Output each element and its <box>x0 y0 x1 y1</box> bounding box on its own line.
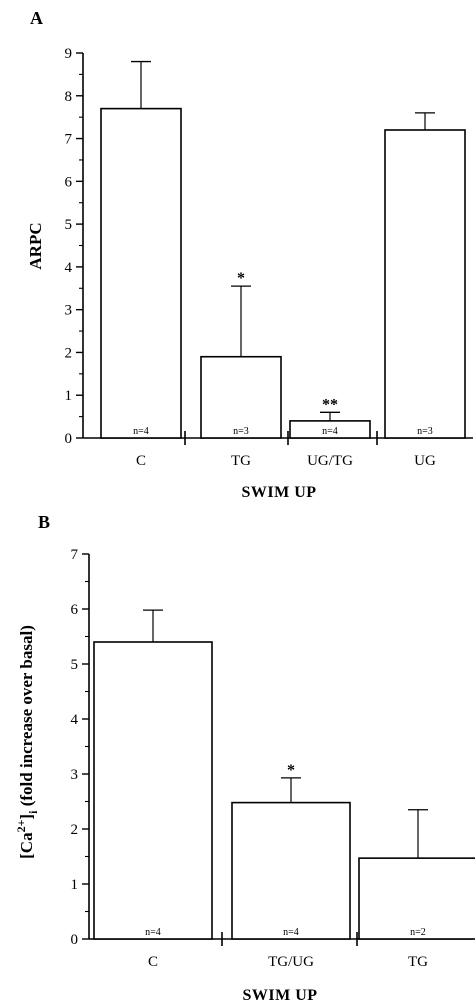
panel-a-bar <box>384 129 466 439</box>
panel-a-category-label: UG <box>414 453 436 469</box>
panel-a-significance-label: * <box>237 270 245 287</box>
panel-a-y-tick-label: 8 <box>65 89 73 105</box>
panel-b-y-tick-label: 3 <box>71 767 79 783</box>
panel-a: A ARPC SWIM UP 0 1 2 3 4 5 6 7 8 9 n=4 C * n=3 TG ** n=4… <box>26 8 473 501</box>
panel-a-y-tick-label: 0 <box>65 431 73 447</box>
panel-b-n-label: n=4 <box>283 927 299 938</box>
panel-a-y-tick-label: 9 <box>65 46 73 62</box>
panel-b-y-tick-label: 2 <box>71 822 79 838</box>
panel-b-y-axis-title: [Ca2+]i (fold increase over basal) <box>14 625 40 859</box>
panel-b-category-label: C <box>148 954 158 970</box>
panel-b-x-axis-title: SWIM UP <box>242 987 317 1004</box>
panel-a-y-tick-label: 2 <box>65 345 73 361</box>
panel-a-y-tick-label: 4 <box>65 260 73 276</box>
panel-a-category-label: C <box>136 453 146 469</box>
panel-b-y-tick-label: 4 <box>71 712 79 728</box>
panel-a-y-tick-label: 5 <box>65 217 73 233</box>
panel-b-y-title-sub: i <box>26 810 40 814</box>
panel-b-bar <box>93 641 213 940</box>
panel-b-category-label: TG/UG <box>268 954 314 970</box>
panel-a-category-label: TG <box>231 453 251 469</box>
panel-a-n-label: n=3 <box>233 426 249 437</box>
panel-b: B [Ca2+]i (fold increase over basal) SWI… <box>14 512 475 1004</box>
panel-a-n-label: n=4 <box>322 426 338 437</box>
panel-b-y-tick-label: 5 <box>71 657 79 673</box>
panel-b-y-tick-label: 0 <box>71 932 79 948</box>
panel-a-n-label: n=4 <box>133 426 149 437</box>
panel-b-category-label: TG <box>408 954 428 970</box>
panel-a-y-tick-label: 6 <box>65 174 73 190</box>
panel-a-y-axis-title: ARPC <box>26 222 45 269</box>
panel-a-bar <box>200 355 282 439</box>
panel-a-y-tick-label: 3 <box>65 303 73 319</box>
panel-a-y-tick-label: 7 <box>65 132 73 148</box>
panel-b-y-tick-label: 1 <box>71 877 79 893</box>
panel-a-significance-label: ** <box>322 396 338 413</box>
panel-b-bar <box>231 801 351 940</box>
panel-b-y-title-bracket: ] <box>17 814 36 820</box>
panel-a-bar <box>100 107 182 439</box>
panel-a-category-label: UG/TG <box>307 453 353 469</box>
panel-a-x-axis-title: SWIM UP <box>241 484 316 501</box>
panel-b-bar <box>358 857 475 940</box>
panel-b-y-title-main: [Ca <box>17 832 36 859</box>
panel-b-n-label: n=4 <box>145 927 161 938</box>
panel-b-significance-label: * <box>287 762 295 779</box>
panel-b-n-label: n=2 <box>410 927 426 938</box>
panel-b-y-tick-label: 7 <box>71 547 79 563</box>
panel-b-letter: B <box>38 512 50 532</box>
panel-b-y-title-rest: (fold increase over basal) <box>17 625 36 810</box>
panel-a-n-label: n=3 <box>417 426 433 437</box>
panel-a-y-tick-label: 1 <box>65 388 73 404</box>
panel-b-y-title-sup: 2+ <box>14 819 28 832</box>
panel-b-y-tick-label: 6 <box>71 602 79 618</box>
panel-a-letter: A <box>30 8 43 28</box>
